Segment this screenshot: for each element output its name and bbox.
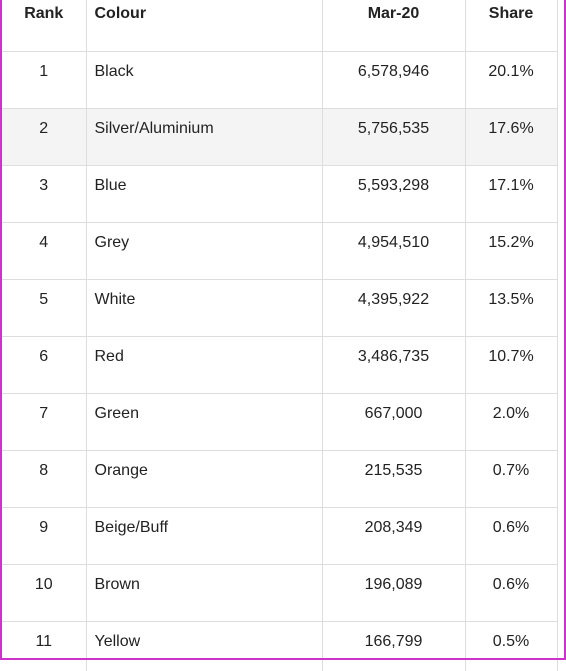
rank-cell: 1 xyxy=(2,51,87,109)
count-cell: 667,000 xyxy=(322,393,466,451)
colour-cell: Grey xyxy=(86,222,323,280)
rank-cell: 10 xyxy=(2,564,87,622)
share-cell: 2.0% xyxy=(465,393,558,451)
count-cell: 4,395,922 xyxy=(322,279,466,337)
share-cell: 10.7% xyxy=(465,336,558,394)
count-cell: 5,593,298 xyxy=(322,165,466,223)
colour-cell: Black xyxy=(86,51,323,109)
table-row: 10 Brown 196,089 0.6% xyxy=(2,564,558,622)
rank-cell: 3 xyxy=(2,165,87,223)
table-row: 11 Yellow 166,799 0.5% xyxy=(2,621,558,671)
count-cell: 196,089 xyxy=(322,564,466,622)
share-cell: 20.1% xyxy=(465,51,558,109)
header-colour: Colour xyxy=(86,0,323,52)
colour-cell: Green xyxy=(86,393,323,451)
header-rank: Rank xyxy=(2,0,87,52)
count-cell: 3,486,735 xyxy=(322,336,466,394)
colour-cell: Beige/Buff xyxy=(86,507,323,565)
table-row: 3 Blue 5,593,298 17.1% xyxy=(2,165,558,223)
share-cell: 0.6% xyxy=(465,564,558,622)
header-row: Rank Colour Mar-20 Share xyxy=(2,0,558,52)
rank-cell: 8 xyxy=(2,450,87,508)
colour-cell: Silver/Aluminium xyxy=(86,108,323,166)
colour-cell: Brown xyxy=(86,564,323,622)
share-cell: 17.1% xyxy=(465,165,558,223)
share-cell: 0.6% xyxy=(465,507,558,565)
table-row: 8 Orange 215,535 0.7% xyxy=(2,450,558,508)
table-header: Rank Colour Mar-20 Share xyxy=(2,0,558,52)
rank-cell: 9 xyxy=(2,507,87,565)
colour-cell: Yellow xyxy=(86,621,323,671)
rank-cell: 7 xyxy=(2,393,87,451)
colour-cell: White xyxy=(86,279,323,337)
table-row: 1 Black 6,578,946 20.1% xyxy=(2,51,558,109)
share-cell: 15.2% xyxy=(465,222,558,280)
header-period: Mar-20 xyxy=(322,0,466,52)
share-cell: 17.6% xyxy=(465,108,558,166)
count-cell: 215,535 xyxy=(322,450,466,508)
table-row: 6 Red 3,486,735 10.7% xyxy=(2,336,558,394)
count-cell: 208,349 xyxy=(322,507,466,565)
table-row: 5 White 4,395,922 13.5% xyxy=(2,279,558,337)
rank-cell: 11 xyxy=(2,621,87,671)
count-cell: 4,954,510 xyxy=(322,222,466,280)
share-cell: 13.5% xyxy=(465,279,558,337)
colour-cell: Blue xyxy=(86,165,323,223)
rank-cell: 6 xyxy=(2,336,87,394)
colour-cell: Orange xyxy=(86,450,323,508)
table-row: 2 Silver/Aluminium 5,756,535 17.6% xyxy=(2,108,558,166)
rank-cell: 2 xyxy=(2,108,87,166)
header-share: Share xyxy=(465,0,558,52)
rank-cell: 5 xyxy=(2,279,87,337)
table-row: 7 Green 667,000 2.0% xyxy=(2,393,558,451)
count-cell: 166,799 xyxy=(322,621,466,671)
colour-cell: Red xyxy=(86,336,323,394)
share-cell: 0.5% xyxy=(465,621,558,671)
table-row: 4 Grey 4,954,510 15.2% xyxy=(2,222,558,280)
count-cell: 5,756,535 xyxy=(322,108,466,166)
count-cell: 6,578,946 xyxy=(322,51,466,109)
rank-cell: 4 xyxy=(2,222,87,280)
share-cell: 0.7% xyxy=(465,450,558,508)
table-body: 1 Black 6,578,946 20.1% 2 Silver/Aluminium 5,7… xyxy=(2,51,558,671)
table-row: 9 Beige/Buff 208,349 0.6% xyxy=(2,507,558,565)
